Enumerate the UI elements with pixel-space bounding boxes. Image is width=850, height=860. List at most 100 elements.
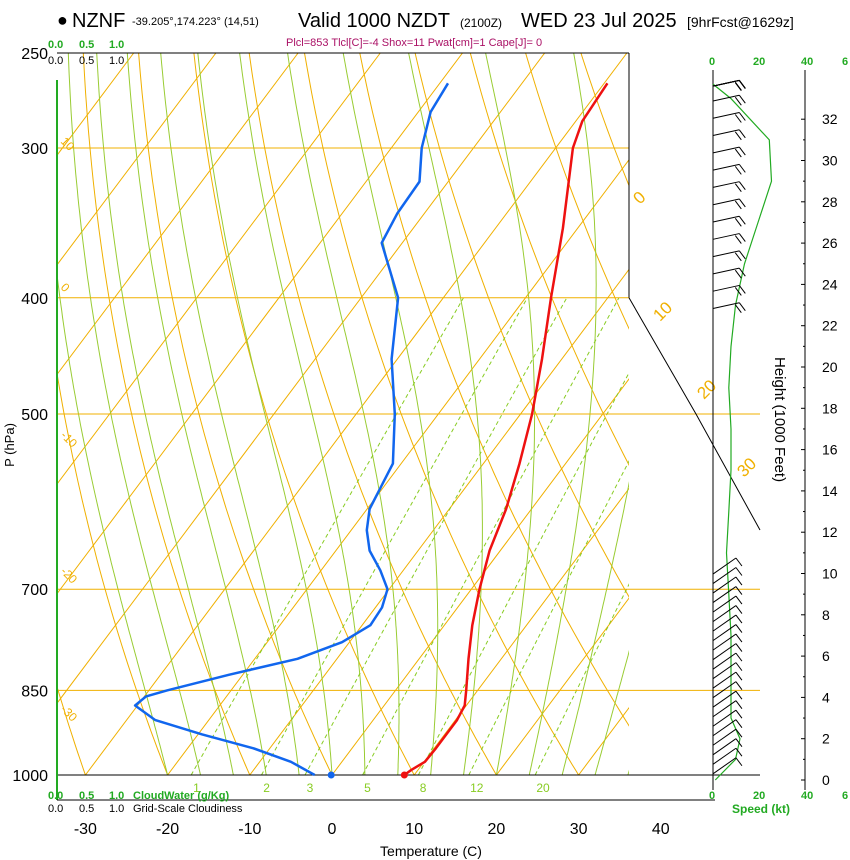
mixing-ratio-label: 12 [470, 781, 484, 795]
wind-barb [712, 163, 746, 175]
temperature-tick-label: 10 [405, 821, 423, 838]
pressure-tick-label: 250 [21, 46, 48, 63]
dry-adiabat-line [193, 53, 415, 775]
temperature-profile [403, 82, 609, 777]
height-tick-label: 12 [822, 524, 838, 540]
sounding-profiles [133, 82, 609, 779]
height-tick-label: 20 [822, 359, 838, 375]
isotherm-label: 20 [693, 376, 720, 403]
wind-barb-staff [712, 112, 740, 119]
wind-barb [712, 709, 743, 727]
pressure-tick-label: 400 [21, 291, 48, 308]
wind-barb [712, 586, 743, 604]
height-tick-label: 24 [822, 276, 838, 292]
temperature-tick-label: 0 [328, 821, 337, 838]
wind-speed-bottom-tick: 6 [842, 790, 848, 802]
wind-barb [712, 747, 743, 765]
wind-speed-top-tick: 40 [801, 56, 813, 68]
pressure-tick-label: 1000 [12, 768, 48, 785]
wind-barb-flag [735, 595, 743, 605]
wind-barb [712, 605, 743, 623]
wind-barb-flag [734, 217, 742, 227]
wind-barb-staff [712, 747, 737, 765]
temperature-tick-label: -20 [156, 821, 179, 838]
wind-barb-flag [735, 643, 743, 652]
cloudwater-bottom-tick: 0.0 [48, 790, 63, 802]
wind-barb-flag [738, 285, 746, 294]
dry-adiabat-line [359, 53, 629, 727]
dry-adiabat-line [304, 53, 580, 775]
wind-barb-flag [734, 166, 742, 175]
wind-barb-flag [738, 267, 746, 277]
wind-barb-staff [712, 250, 740, 258]
wind-barb [712, 728, 743, 746]
wind-barb-flag [738, 80, 746, 89]
wind-barb-staff [712, 738, 737, 756]
wind-barb-staff [712, 624, 737, 642]
height-tick-label: 8 [822, 607, 830, 623]
wind-barb-staff [712, 700, 737, 718]
wind-barb-flag [734, 287, 742, 296]
cloudwater-top-tick: 0.5 [79, 39, 94, 51]
dry-adiabat-line [82, 53, 251, 775]
wind-barb-flag [734, 235, 742, 244]
moist-adiabat-line [594, 649, 629, 775]
isotherm-line [57, 53, 217, 266]
wind-barb-flag [735, 709, 743, 719]
station-id: NZNF [72, 10, 126, 32]
temperature-surface-dot [400, 771, 408, 779]
wind-barb [712, 146, 746, 158]
station-coords: -39.205°,174.223° (14,51) [132, 16, 259, 28]
wind-barb-flag [734, 200, 742, 210]
wind-barb-staff [712, 605, 737, 623]
wind-barb-flag [735, 700, 743, 709]
wind-barb-flag [735, 738, 743, 748]
wind-speed-top-tick: 20 [753, 56, 765, 68]
mixing-ratio-label: 1 [193, 781, 200, 795]
wind-barb [712, 700, 743, 718]
height-tick-label: 26 [822, 235, 838, 251]
wind-barb [712, 112, 746, 123]
wind-barb [712, 233, 746, 244]
moist-adiabat-line [160, 53, 300, 775]
wind-barb-staff [712, 198, 740, 206]
cloudwater-top-tick: 1.0 [109, 39, 124, 51]
wind-barb [712, 557, 743, 575]
wind-barb-flag [734, 252, 742, 262]
wind-barb [712, 624, 743, 642]
wind-barb-staff [712, 671, 737, 689]
pressure-tick-label: 500 [21, 407, 48, 424]
height-tick-label: 6 [822, 648, 830, 664]
moist-adiabat-line [126, 53, 267, 775]
wind-barb-staff [712, 614, 737, 632]
wind-barb-staff [712, 719, 737, 737]
pressure-tick-label: 700 [21, 582, 48, 599]
wind-barb-staff [712, 284, 740, 292]
dry-adiabat-line [248, 53, 497, 775]
wind-barb [712, 129, 746, 141]
height-tick-label: 18 [822, 400, 838, 416]
wind-barb-staff [712, 709, 737, 727]
wind-barb-flag [735, 662, 743, 671]
wind-barb [712, 633, 743, 651]
dry-adiabat-line [469, 53, 629, 467]
wind-barb [712, 284, 746, 296]
mixing-ratio-line [468, 460, 629, 775]
wind-barb [712, 719, 743, 737]
temperature-tick-label: 40 [652, 821, 670, 838]
wind-speed-axis-label: Speed (kt) [732, 802, 790, 816]
wind-speed-curve [712, 83, 773, 781]
wind-barb-flag [735, 757, 743, 767]
wind-speed-top-tick: 0 [709, 56, 715, 68]
wind-barb-staff [712, 79, 740, 87]
wind-barb [712, 595, 743, 613]
wind-barb-flag [738, 146, 746, 156]
moist-adiabat-line [57, 270, 169, 775]
wind-barb-staff [712, 728, 737, 746]
wind-barb-staff [712, 233, 740, 240]
valid-utc: (2100Z) [460, 16, 503, 30]
wind-barb-staff [712, 662, 737, 680]
wind-barb-flag [734, 304, 742, 314]
